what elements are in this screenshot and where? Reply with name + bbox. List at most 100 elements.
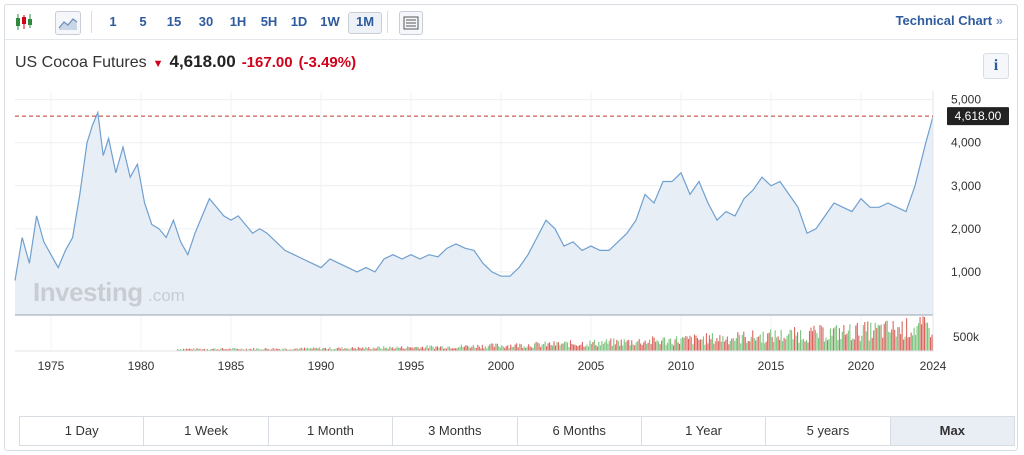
volume-bar	[687, 338, 690, 351]
volume-bar	[526, 346, 528, 351]
volume-bar	[492, 343, 494, 351]
period-button-1w[interactable]: 1W	[320, 14, 340, 29]
volume-bar	[202, 349, 204, 351]
info-icon[interactable]: i	[983, 53, 1009, 79]
volume-bar	[705, 333, 707, 351]
volume-bar	[450, 348, 452, 351]
volume-bar	[816, 333, 818, 351]
volume-bar	[822, 327, 824, 351]
period-button-15[interactable]: 15	[166, 14, 182, 29]
range-button-1-month[interactable]: 1 Month	[269, 417, 394, 445]
range-button-1-week[interactable]: 1 Week	[144, 417, 269, 445]
volume-bar	[835, 325, 837, 351]
volume-bar	[547, 343, 549, 351]
volume-bar	[268, 349, 270, 351]
volume-bar	[619, 345, 621, 351]
period-button-30[interactable]: 30	[198, 14, 214, 29]
volume-bar	[326, 349, 328, 351]
volume-bar	[607, 343, 609, 351]
table-view-icon[interactable]	[399, 11, 423, 35]
volume-bar	[673, 345, 675, 351]
volume-bar	[475, 348, 477, 351]
volume-bar	[904, 336, 906, 351]
volume-bar	[644, 340, 646, 351]
volume-bar	[599, 345, 601, 351]
volume-bar	[487, 346, 489, 351]
period-button-5[interactable]: 5	[139, 14, 147, 29]
volume-bar	[770, 329, 772, 351]
volume-bar	[574, 344, 576, 351]
volume-bar	[799, 330, 802, 351]
volume-bar	[177, 349, 179, 351]
volume-bar	[365, 346, 367, 351]
volume-bar	[290, 349, 292, 351]
volume-bar	[743, 331, 745, 351]
volume-bar	[311, 348, 313, 351]
volume-bar	[865, 331, 867, 351]
volume-bar	[921, 324, 923, 351]
volume-bar	[193, 348, 195, 351]
volume-bar	[882, 337, 884, 351]
volume-bar	[212, 348, 214, 351]
volume-bar	[658, 341, 660, 351]
volume-bar	[568, 347, 570, 351]
volume-bar	[430, 345, 433, 351]
volume-bar	[837, 340, 839, 351]
volume-bar	[909, 337, 911, 351]
volume-bar	[765, 341, 767, 351]
range-button-1-day[interactable]: 1 Day	[20, 417, 145, 445]
volume-bar	[641, 345, 643, 351]
range-button-6-months[interactable]: 6 Months	[518, 417, 642, 445]
volume-bar	[205, 349, 207, 351]
technical-chart-link[interactable]: Technical Chart »	[896, 13, 1003, 28]
volume-bar	[640, 343, 642, 351]
volume-bar	[883, 323, 885, 351]
volume-bar	[520, 344, 522, 351]
volume-bar	[250, 348, 252, 351]
range-button-5-years[interactable]: 5 years	[766, 417, 891, 445]
volume-bar	[445, 348, 448, 351]
volume-bar	[423, 348, 425, 351]
volume-bar	[795, 335, 797, 351]
range-button-1-year[interactable]: 1 Year	[642, 417, 767, 445]
volume-bar	[747, 340, 749, 351]
volume-bar	[738, 334, 740, 351]
volume-bar	[537, 342, 539, 351]
volume-bar	[862, 325, 864, 351]
volume-bar	[623, 339, 625, 351]
period-button-1d[interactable]: 1D	[290, 14, 308, 29]
volume-bar	[390, 347, 392, 351]
volume-bar	[182, 348, 185, 351]
volume-bar	[631, 340, 633, 351]
x-tick-label: 2005	[578, 359, 605, 373]
volume-bar	[269, 349, 271, 351]
range-button-3-months[interactable]: 3 Months	[393, 417, 518, 445]
volume-bar	[677, 342, 679, 351]
volume-bar	[791, 330, 793, 351]
volume-bar	[625, 342, 627, 351]
candlestick-icon[interactable]	[13, 11, 35, 33]
volume-bar	[713, 343, 715, 351]
volume-bar	[457, 347, 459, 351]
volume-bar	[517, 347, 519, 351]
volume-bar	[286, 349, 288, 351]
period-button-1m[interactable]: 1M	[348, 12, 382, 34]
volume-bar	[221, 348, 223, 351]
volume-bar	[586, 344, 588, 351]
volume-bar	[199, 348, 201, 351]
volume-bar	[783, 337, 785, 351]
volume-bar	[704, 344, 706, 351]
volume-bar	[484, 346, 486, 351]
volume-bar	[305, 348, 307, 351]
volume-bar	[227, 349, 229, 351]
area-chart-icon[interactable]	[55, 11, 81, 35]
period-button-1[interactable]: 1	[109, 14, 117, 29]
volume-bar	[419, 349, 421, 351]
volume-bar	[435, 346, 437, 351]
volume-bar	[668, 339, 670, 351]
volume-bar	[239, 349, 241, 351]
period-button-1h[interactable]: 1H	[229, 14, 247, 29]
period-button-5h[interactable]: 5H	[260, 14, 278, 29]
volume-bar	[438, 347, 440, 351]
range-button-max[interactable]: Max	[890, 417, 1014, 445]
